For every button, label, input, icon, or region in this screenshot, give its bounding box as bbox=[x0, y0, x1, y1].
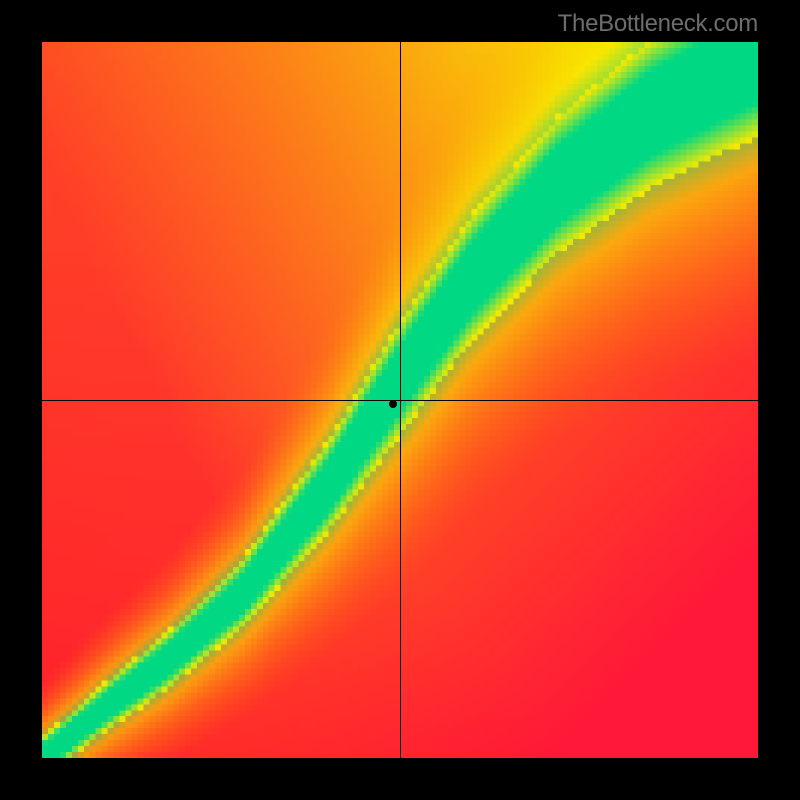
crosshair-horizontal bbox=[42, 400, 758, 401]
chart-container: TheBottleneck.com bbox=[0, 0, 800, 800]
watermark-text: TheBottleneck.com bbox=[558, 10, 758, 38]
crosshair-marker bbox=[389, 400, 397, 408]
plot-area bbox=[42, 42, 758, 758]
